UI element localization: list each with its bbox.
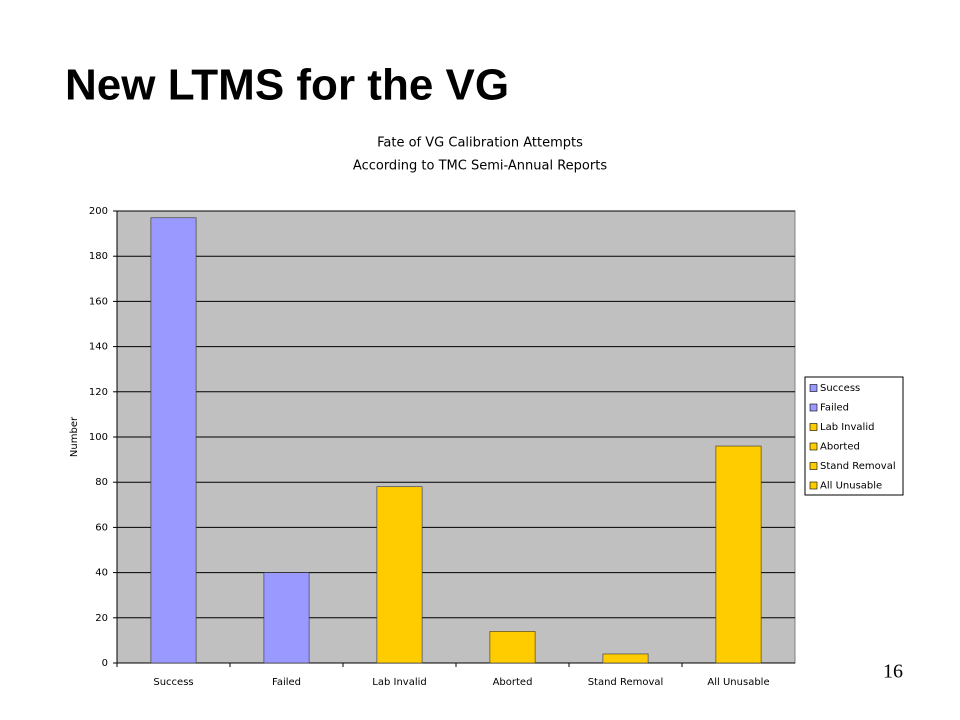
y-tick-label: 160 [89, 296, 108, 307]
legend-swatch [809, 403, 818, 412]
y-tick-label: 0 [102, 658, 108, 669]
legend-label: Failed [820, 403, 849, 414]
x-tick-label: Failed [272, 677, 301, 688]
legend-label: Aborted [820, 442, 860, 453]
y-tick-label: 120 [89, 387, 108, 398]
legend-label: Stand Removal [820, 461, 896, 472]
y-axis-label: Number [69, 416, 80, 457]
bar [150, 217, 197, 664]
chart-subtitle: According to TMC Semi-Annual Reports [353, 159, 607, 174]
x-tick-label: Lab Invalid [372, 677, 426, 688]
legend-label: Lab Invalid [820, 422, 874, 433]
bar [715, 445, 762, 664]
y-tick-label: 100 [89, 432, 108, 443]
bar [263, 572, 310, 664]
legend-box [804, 376, 904, 496]
y-tick-label: 20 [95, 613, 108, 624]
legend-swatch [809, 442, 818, 451]
slide-title: New LTMS for the VG [65, 61, 509, 110]
x-tick-label: Aborted [493, 677, 533, 688]
bar [376, 486, 423, 664]
x-tick-label: Stand Removal [588, 677, 664, 688]
y-tick-label: 60 [95, 522, 108, 533]
legend-swatch [809, 462, 818, 470]
chart-title: Fate of VG Calibration Attempts [377, 136, 583, 151]
x-tick-label: Success [153, 677, 193, 688]
y-tick-label: 200 [89, 206, 108, 217]
legend-label: All Unusable [820, 481, 882, 492]
y-tick-label: 180 [89, 251, 108, 262]
legend-swatch [809, 481, 818, 490]
y-tick-label: 40 [95, 568, 108, 579]
legend-swatch [809, 423, 818, 431]
y-tick-label: 140 [89, 342, 108, 353]
bar [489, 631, 536, 664]
x-tick-label: All Unusable [707, 677, 769, 688]
y-tick-label: 80 [95, 477, 108, 488]
bar [602, 653, 649, 664]
legend-label: Success [820, 383, 860, 394]
page-number: 16 [883, 661, 903, 683]
legend-swatch [809, 384, 818, 392]
